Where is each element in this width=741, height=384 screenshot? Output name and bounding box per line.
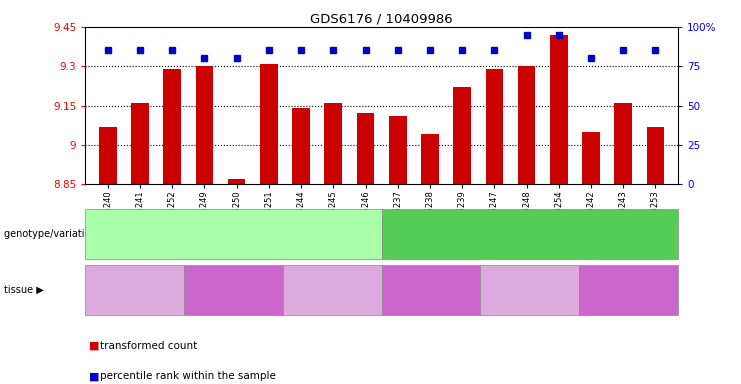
Bar	[227, 179, 245, 184]
Bar	[647, 127, 665, 184]
Bar	[196, 66, 213, 184]
Title: GDS6176 / 10409986: GDS6176 / 10409986	[310, 13, 453, 26]
Bar	[485, 69, 503, 184]
Bar	[614, 103, 632, 184]
Text: Caspase-1 null: Caspase-1 null	[193, 229, 274, 239]
Text: duodenum: duodenum	[401, 285, 461, 295]
Bar	[325, 103, 342, 184]
Bar	[453, 87, 471, 184]
Text: ■: ■	[89, 341, 99, 351]
Text: jejunum: jejunum	[606, 285, 651, 295]
Bar	[292, 108, 310, 184]
Bar	[518, 66, 536, 184]
Text: ileum: ileum	[514, 285, 545, 295]
Bar	[356, 114, 374, 184]
Text: transformed count: transformed count	[100, 341, 197, 351]
Text: ileum: ileum	[218, 285, 249, 295]
Text: tissue ▶: tissue ▶	[4, 285, 44, 295]
Text: genotype/variation ▶: genotype/variation ▶	[4, 229, 107, 239]
Text: percentile rank within the sample: percentile rank within the sample	[100, 371, 276, 381]
Bar	[582, 132, 600, 184]
Text: jejunum: jejunum	[310, 285, 355, 295]
Text: wild type: wild type	[505, 229, 555, 239]
Bar	[389, 116, 407, 184]
Text: ■: ■	[89, 371, 99, 381]
Bar	[260, 64, 278, 184]
Bar	[163, 69, 181, 184]
Bar	[131, 103, 149, 184]
Bar	[421, 134, 439, 184]
Text: duodenum: duodenum	[104, 285, 165, 295]
Bar	[550, 35, 568, 184]
Bar	[99, 127, 116, 184]
